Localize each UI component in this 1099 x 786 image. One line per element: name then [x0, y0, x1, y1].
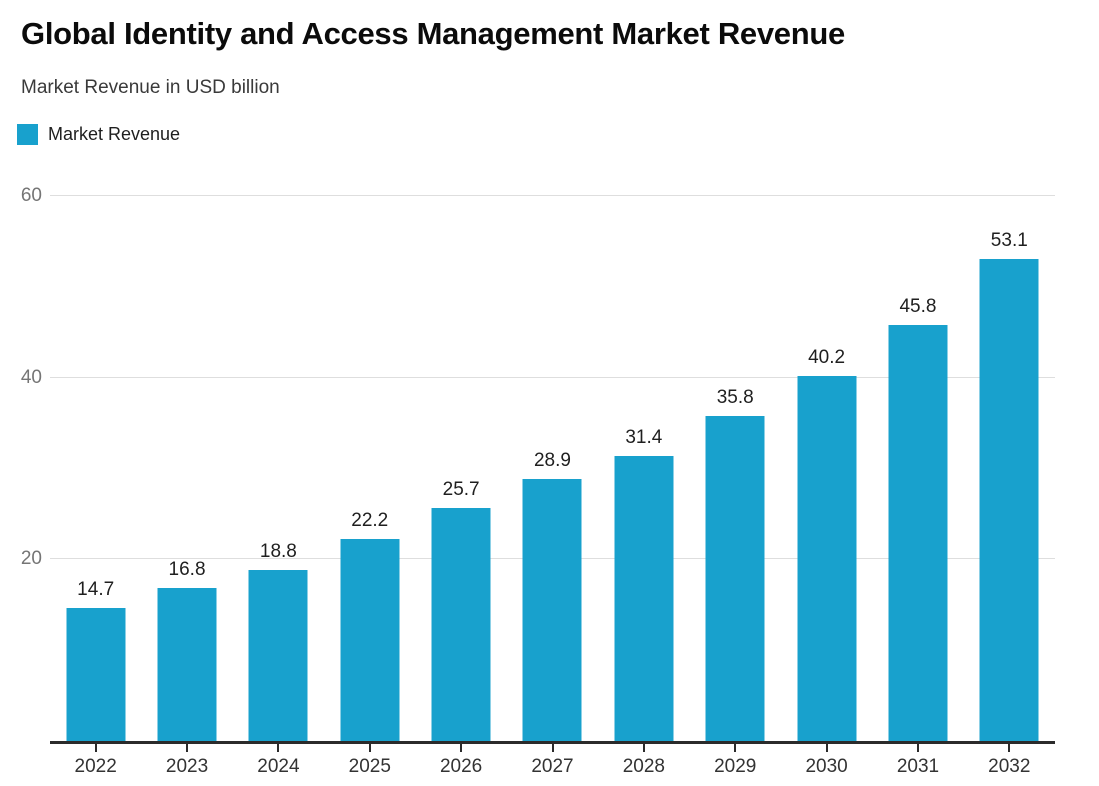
x-tick-2022	[94, 744, 97, 752]
x-tick-label-2030: 2030	[805, 756, 848, 777]
x-tick-label-2027: 2027	[531, 756, 574, 777]
bar-value-label-2030: 40.2	[808, 346, 846, 368]
bar-2025: 22.2	[340, 510, 400, 741]
bar-2030: 40.2	[797, 347, 857, 741]
plot-area: 14.7 16.8 18.8 22.2 25.7 28.9 31.4 35.8 40.2 45.8…	[50, 157, 1055, 744]
bar-value-label-2032: 53.1	[990, 229, 1028, 251]
bar-slot-2030: 40.2	[781, 157, 872, 741]
bar-value-label-2027: 28.9	[533, 449, 571, 471]
bar-slot-2024: 18.8	[233, 157, 324, 741]
bar-2029: 35.8	[705, 387, 765, 741]
bar-slot-2031: 45.8	[872, 157, 963, 741]
x-tick-label-2032: 2032	[988, 756, 1031, 777]
bar-slot-2026: 25.7	[415, 157, 506, 741]
bar-value-label-2031: 45.8	[899, 296, 937, 318]
bar-slot-2032: 53.1	[964, 157, 1055, 741]
x-tick-2030	[825, 744, 828, 752]
bar-2023: 16.8	[157, 559, 217, 741]
bar-slot-2025: 22.2	[324, 157, 415, 741]
x-tick-2028	[642, 744, 645, 752]
bar-slot-2023: 16.8	[141, 157, 232, 741]
y-tick-label-40: 40	[20, 366, 42, 388]
bar-2027: 28.9	[522, 450, 582, 741]
x-tick-label-2024: 2024	[257, 756, 300, 777]
x-tick-2025	[368, 744, 371, 752]
bar-2022: 14.7	[66, 579, 126, 741]
bar-slot-2027: 28.9	[507, 157, 598, 741]
y-tick-label-60: 60	[20, 185, 42, 207]
chart-subtitle: Market Revenue in USD billion	[21, 77, 280, 98]
legend-swatch-icon	[17, 124, 38, 145]
bar-slot-2028: 31.4	[598, 157, 689, 741]
bar-value-label-2024: 18.8	[259, 541, 297, 563]
bar-2032: 53.1	[979, 230, 1039, 741]
chart-title: Global Identity and Access Management Ma…	[21, 16, 845, 51]
x-tick-2026	[460, 744, 463, 752]
x-axis: 2022 2023 2024 2025 2026 2027 2028 2029 2030 2031…	[50, 744, 1055, 786]
y-tick-label-20: 20	[20, 548, 42, 570]
bar-value-label-2023: 16.8	[168, 559, 206, 581]
x-tick-2024	[277, 744, 280, 752]
bar-2031: 45.8	[888, 296, 948, 741]
bar-value-label-2028: 31.4	[625, 426, 663, 448]
legend: Market Revenue	[17, 124, 180, 145]
x-tick-label-2029: 2029	[714, 756, 757, 777]
x-tick-label-2023: 2023	[165, 756, 209, 777]
x-tick-2031	[916, 744, 919, 752]
bar-2024: 18.8	[248, 541, 308, 741]
bar-value-label-2025: 22.2	[351, 510, 389, 532]
bar-2026: 25.7	[431, 479, 491, 741]
x-tick-2029	[734, 744, 737, 752]
bar-value-label-2026: 25.7	[442, 478, 480, 500]
bar-slot-2029: 35.8	[690, 157, 781, 741]
bar-value-label-2029: 35.8	[716, 386, 754, 408]
x-tick-2032	[1008, 744, 1011, 752]
legend-label: Market Revenue	[48, 124, 181, 144]
x-tick-2027	[551, 744, 554, 752]
gridline-y-60	[50, 195, 1055, 197]
x-tick-label-2026: 2026	[439, 756, 483, 777]
bar-slot-2022: 14.7	[50, 157, 141, 741]
x-tick-label-2031: 2031	[896, 756, 940, 777]
bar-2028: 31.4	[614, 427, 674, 741]
bar-value-label-2022: 14.7	[77, 578, 115, 600]
x-tick-label-2025: 2025	[348, 756, 391, 777]
gridline-y-40	[50, 376, 1055, 378]
y-axis-labels: 20 40 60	[0, 157, 42, 741]
x-tick-label-2022: 2022	[74, 756, 117, 777]
x-tick-2023	[186, 744, 189, 752]
x-tick-label-2028: 2028	[622, 756, 665, 777]
